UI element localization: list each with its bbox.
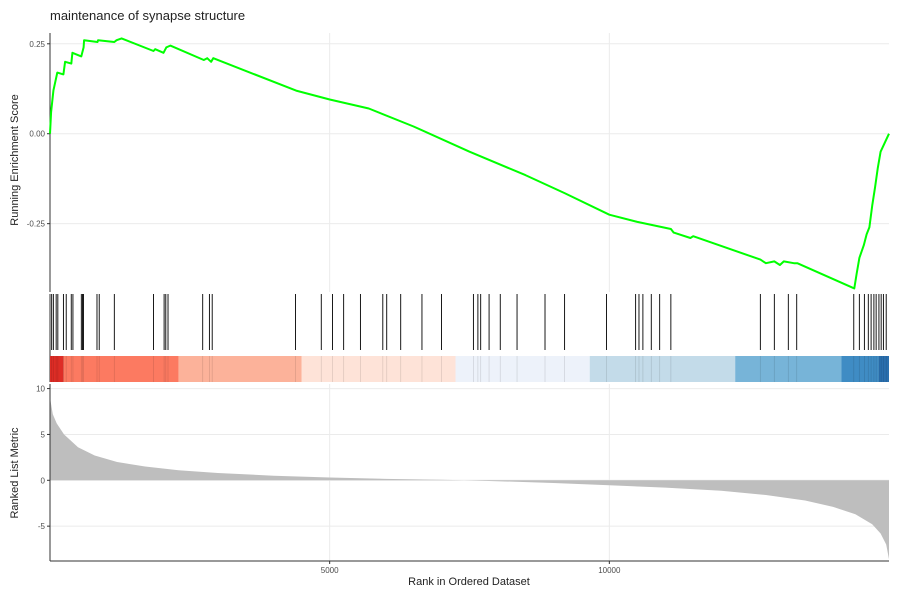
rank-color-band bbox=[50, 356, 64, 382]
x-tick-label: 10000 bbox=[598, 566, 621, 575]
x-axis-label: Rank in Ordered Dataset bbox=[408, 576, 530, 588]
enrichment-score-panel: 0.25 0.00 -0.25 bbox=[27, 33, 890, 292]
rank-heatmap-panel bbox=[50, 356, 889, 382]
metric-y-tick-label: 5 bbox=[41, 430, 46, 439]
rank-color-band bbox=[841, 356, 879, 382]
ranked-metric-panel: 10 5 0 -5 5000 10000 bbox=[36, 384, 889, 575]
rank-color-band bbox=[301, 356, 456, 382]
chart-title: maintenance of synapse structure bbox=[50, 8, 246, 23]
rank-color-band bbox=[735, 356, 842, 382]
gene-hits-panel bbox=[49, 294, 887, 382]
metric-y-tick-label: -5 bbox=[38, 522, 46, 531]
running-score-line bbox=[49, 37, 890, 290]
es-y-tick-label: 0.00 bbox=[29, 130, 45, 139]
x-tick-label: 5000 bbox=[321, 566, 339, 575]
metric-y-axis-label: Ranked List Metric bbox=[9, 427, 21, 519]
es-y-tick-label: -0.25 bbox=[27, 220, 46, 229]
metric-y-tick-label: 0 bbox=[41, 476, 46, 485]
metric-y-tick-label: 10 bbox=[36, 385, 45, 394]
rank-color-band bbox=[63, 356, 179, 382]
es-y-axis-label: Running Enrichment Score bbox=[9, 94, 21, 225]
rank-color-band bbox=[178, 356, 302, 382]
rank-color-band bbox=[589, 356, 736, 382]
es-y-tick-label: 0.25 bbox=[29, 40, 45, 49]
ranked-metric-area bbox=[50, 397, 889, 560]
rank-color-band bbox=[455, 356, 590, 382]
rank-color-band bbox=[878, 356, 889, 382]
